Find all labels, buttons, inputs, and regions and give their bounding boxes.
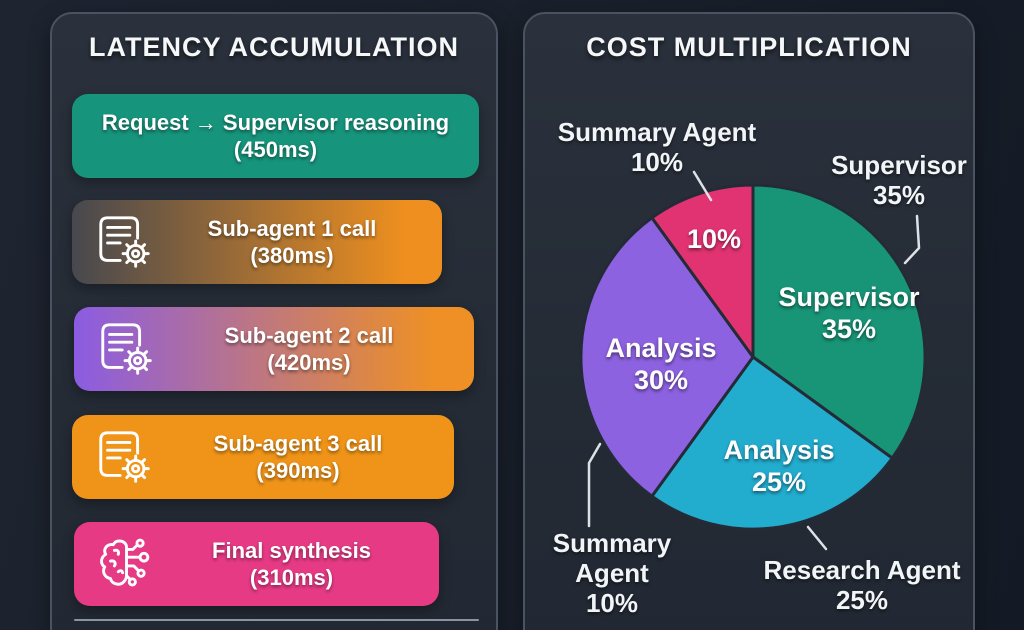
latency-step-label: Final synthesis xyxy=(212,538,371,563)
callout-line: 10% xyxy=(585,588,639,618)
leader-line-supervisor xyxy=(903,214,921,265)
leader-line-summary-agent-top xyxy=(692,170,713,202)
pie-slice-analysis xyxy=(579,216,755,498)
latency-step-text: Final synthesis (310ms) xyxy=(144,537,439,591)
brain-circuit-icon xyxy=(96,535,158,593)
latency-step-duration: (390ms) xyxy=(256,458,340,483)
latency-step-label: Sub-agent 2 call xyxy=(224,323,394,348)
pie-label-line: 10% xyxy=(686,224,742,254)
pie-label-line: Analysis xyxy=(605,333,717,363)
latency-step-label: Sub-agent 1 call xyxy=(207,216,377,241)
cost-panel-title: COST MULTIPLICATION xyxy=(586,32,912,62)
cost-pie-chart xyxy=(579,170,927,551)
latency-step-subagent-2: Sub-agent 2 call (420ms) xyxy=(74,307,474,391)
callout-summary-agent-top: Summary Agent 10% xyxy=(558,117,756,177)
latency-panel-title: LATENCY ACCUMULATION xyxy=(89,32,459,62)
pie-label-line: Supervisor xyxy=(778,282,920,312)
callout-research-agent: Research Agent 25% xyxy=(764,555,961,615)
pie-slice-supervisor xyxy=(751,183,927,460)
latency-step-subagent-3: Sub-agent 3 call (390ms) xyxy=(72,415,454,499)
latency-step-text: Sub-agent 3 call (390ms) xyxy=(142,430,454,484)
latency-step-duration: (450ms) xyxy=(233,137,318,162)
pie-label-line: 30% xyxy=(633,365,689,395)
pie-label-line: 35% xyxy=(821,314,877,344)
pie-inner-label-supervisor: Supervisor 35% xyxy=(778,281,919,345)
pie-label-line: Analysis xyxy=(723,435,835,465)
latency-step-subagent-1: Sub-agent 1 call (380ms) xyxy=(72,200,442,284)
latency-step-request-supervisor: Request → Supervisor reasoning (450ms) xyxy=(72,94,479,178)
document-gear-icon xyxy=(96,320,158,378)
pie-slice-research-agent xyxy=(650,355,894,531)
callout-line: 35% xyxy=(872,180,926,210)
callout-line: Summary xyxy=(552,528,672,558)
pie-slice-summary-agent xyxy=(650,183,755,359)
latency-step-label: Request → Supervisor reasoning xyxy=(101,110,450,135)
callout-line: 10% xyxy=(630,147,684,177)
latency-step-duration: (310ms) xyxy=(249,565,334,590)
document-gear-icon xyxy=(94,428,156,486)
callout-line: Summary Agent xyxy=(557,117,757,147)
latency-step-duration: (420ms) xyxy=(267,350,351,375)
latency-step-text: Request → Supervisor reasoning (450ms) xyxy=(72,109,479,163)
cost-panel: COST MULTIPLICATION Supervisor 35% Analy… xyxy=(523,12,975,630)
latency-step-text: Sub-agent 1 call (380ms) xyxy=(142,215,442,269)
callout-line: Agent xyxy=(575,558,649,588)
leader-line-summary-agent-bottom xyxy=(587,442,602,528)
pie-inner-label-summary-10: 10% xyxy=(687,223,741,255)
callout-line: Research Agent xyxy=(763,555,961,585)
callout-line: 25% xyxy=(835,585,889,615)
latency-step-text: Sub-agent 2 call (420ms) xyxy=(144,322,474,376)
document-gear-icon xyxy=(94,213,156,271)
latency-step-duration: (380ms) xyxy=(250,243,334,268)
latency-panel: LATENCY ACCUMULATION Request → Superviso… xyxy=(50,12,498,630)
pie-inner-label-analysis-25: Analysis 25% xyxy=(723,434,834,498)
callout-summary-agent-bottom: Summary Agent 10% xyxy=(553,528,672,618)
leader-line-research-agent xyxy=(806,525,828,551)
callout-line: Supervisor xyxy=(831,150,967,180)
footer-divider xyxy=(74,619,479,621)
latency-step-label: Sub-agent 3 call xyxy=(213,431,383,456)
pie-label-line: 25% xyxy=(751,467,807,497)
callout-supervisor: Supervisor 35% xyxy=(831,150,967,210)
pie-inner-label-analysis-30: Analysis 30% xyxy=(605,332,716,396)
latency-step-final-synthesis: Final synthesis (310ms) xyxy=(74,522,439,606)
